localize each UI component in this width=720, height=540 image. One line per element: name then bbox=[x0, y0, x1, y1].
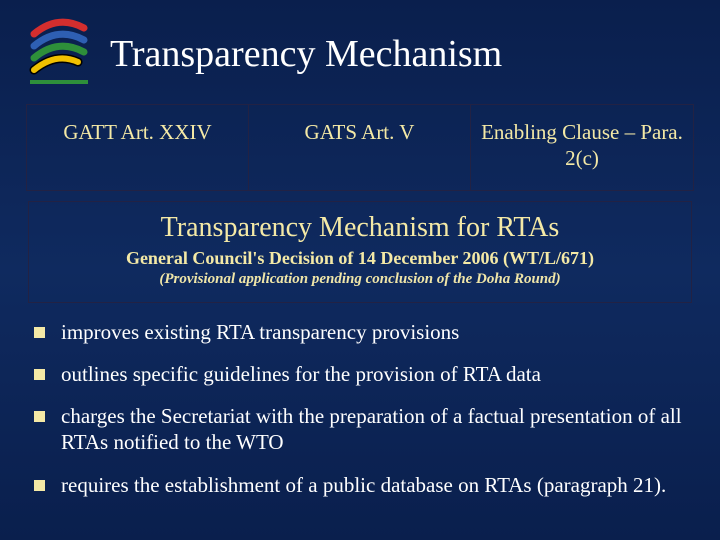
square-bullet-icon bbox=[34, 327, 45, 338]
banner-subtitle-1: General Council's Decision of 14 Decembe… bbox=[39, 248, 681, 269]
list-item: outlines specific guidelines for the pro… bbox=[34, 361, 688, 387]
banner: Transparency Mechanism for RTAs General … bbox=[28, 201, 692, 303]
bullet-text: improves existing RTA transparency provi… bbox=[61, 319, 688, 345]
banner-subtitle-2: (Provisional application pending conclus… bbox=[39, 271, 681, 288]
list-item: charges the Secretariat with the prepara… bbox=[34, 403, 688, 456]
column-cell: GATT Art. XXIV bbox=[27, 105, 249, 190]
column-cell: GATS Art. V bbox=[249, 105, 471, 190]
square-bullet-icon bbox=[34, 369, 45, 380]
columns-row: GATT Art. XXIV GATS Art. V Enabling Clau… bbox=[26, 104, 694, 191]
list-item: improves existing RTA transparency provi… bbox=[34, 319, 688, 345]
slide-header: Transparency Mechanism bbox=[28, 18, 692, 90]
square-bullet-icon bbox=[34, 411, 45, 422]
banner-title: Transparency Mechanism for RTAs bbox=[39, 212, 681, 244]
slide: Transparency Mechanism GATT Art. XXIV GA… bbox=[0, 0, 720, 540]
square-bullet-icon bbox=[34, 480, 45, 491]
slide-title: Transparency Mechanism bbox=[110, 32, 502, 76]
bullet-text: requires the establishment of a public d… bbox=[61, 472, 688, 498]
wto-logo-icon bbox=[28, 18, 92, 90]
list-item: requires the establishment of a public d… bbox=[34, 472, 688, 498]
bullet-text: charges the Secretariat with the prepara… bbox=[61, 403, 688, 456]
bullet-list: improves existing RTA transparency provi… bbox=[28, 319, 692, 498]
column-cell: Enabling Clause – Para. 2(c) bbox=[471, 105, 693, 190]
bullet-text: outlines specific guidelines for the pro… bbox=[61, 361, 688, 387]
